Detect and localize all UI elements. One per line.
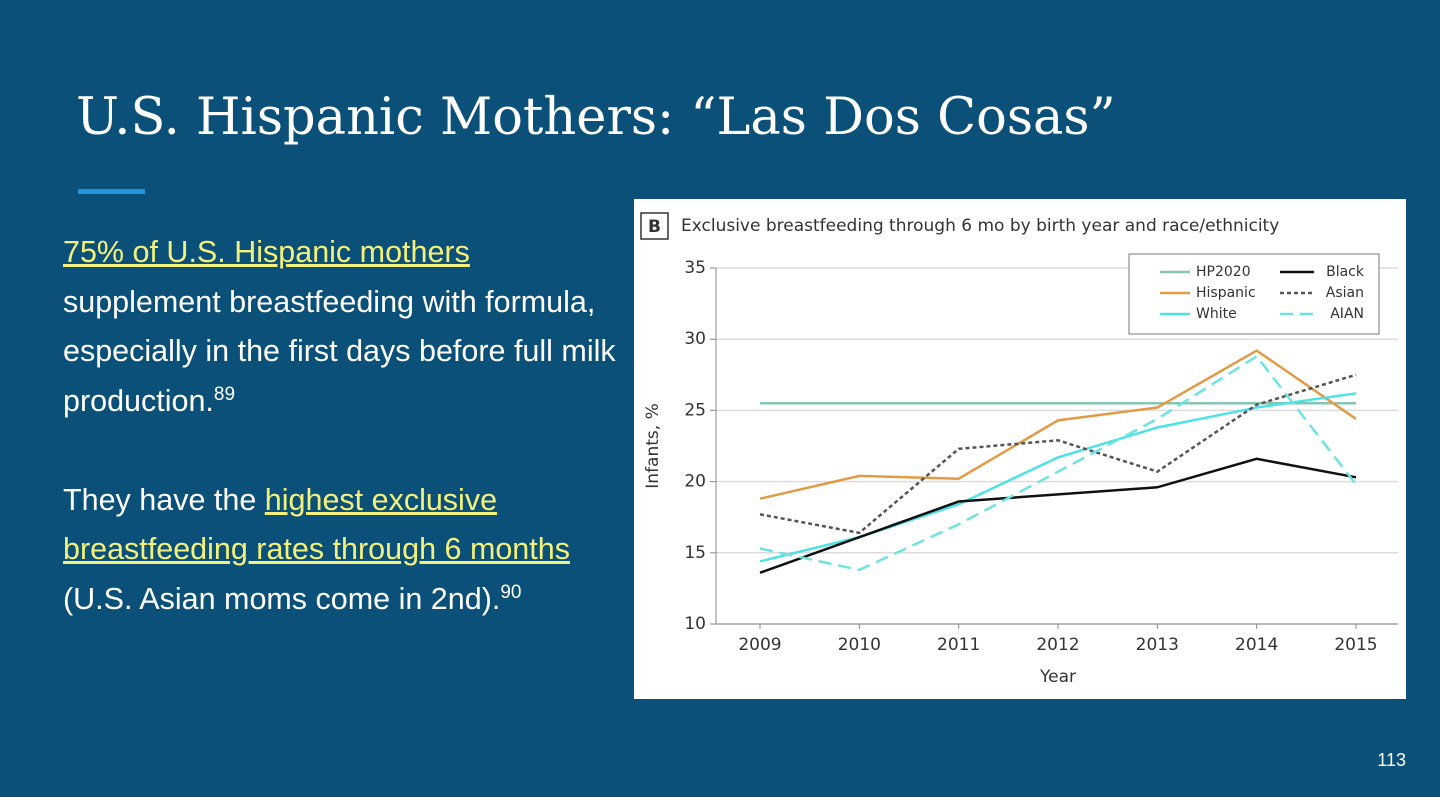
- text: supplement breastfeeding with formula, e…: [63, 284, 616, 418]
- x-tick-label: 2012: [1036, 635, 1079, 655]
- series-line: [759, 354, 1357, 572]
- reference: 89: [213, 383, 236, 405]
- link[interactable]: highest exclusive breastfeeding rates th…: [63, 482, 570, 567]
- page-number: 113: [1377, 750, 1406, 770]
- body-text: 75% of U.S. Hispanic mothers supplement …: [63, 228, 633, 674]
- x-tick-label: 2014: [1235, 635, 1278, 655]
- text: They have the: [63, 482, 257, 517]
- legend-label: Hispanic: [1196, 285, 1256, 301]
- x-tick-label: 2010: [838, 635, 881, 655]
- x-tick-label: 2015: [1334, 635, 1377, 655]
- legend-label: AIAN: [1330, 306, 1364, 322]
- series-line: [759, 349, 1357, 500]
- y-tick-label: 25: [684, 400, 706, 420]
- x-axis-label: Year: [1039, 667, 1076, 687]
- y-tick-label: 20: [684, 472, 706, 492]
- x-tick-label: 2011: [937, 635, 980, 655]
- paragraph: 75% of U.S. Hispanic mothers supplement …: [63, 228, 633, 426]
- link[interactable]: 75% of U.S. Hispanic mothers: [63, 235, 470, 269]
- legend-label: Asian: [1326, 285, 1364, 301]
- y-axis-label: Infants, %: [643, 403, 663, 488]
- chart: B Exclusive breastfeeding through 6 mo b…: [634, 199, 1406, 699]
- x-tick-label: 2009: [738, 635, 781, 655]
- series-line: [759, 373, 1357, 535]
- slide-title: U.S. Hispanic Mothers: “Las Dos Cosas”: [76, 88, 1116, 147]
- y-tick-label: 35: [684, 258, 706, 278]
- chart-title: Exclusive breastfeeding through 6 mo by …: [681, 216, 1279, 236]
- panel-label-box: [640, 212, 669, 240]
- x-tick-label: 2013: [1136, 635, 1179, 655]
- legend-label: White: [1196, 306, 1237, 322]
- accent-bar: [78, 189, 145, 194]
- legend-label: Black: [1326, 264, 1365, 280]
- y-tick-label: 10: [684, 614, 706, 634]
- paragraph: They have the highest exclusive breastfe…: [63, 476, 633, 625]
- legend-label: HP2020: [1196, 264, 1251, 280]
- series-line: [759, 457, 1357, 574]
- y-tick-label: 15: [684, 543, 706, 563]
- panel-label: B: [648, 217, 661, 237]
- y-tick-label: 30: [684, 329, 706, 349]
- reference: 90: [500, 581, 522, 603]
- text: (U.S. Asian moms come in 2nd).: [63, 581, 501, 616]
